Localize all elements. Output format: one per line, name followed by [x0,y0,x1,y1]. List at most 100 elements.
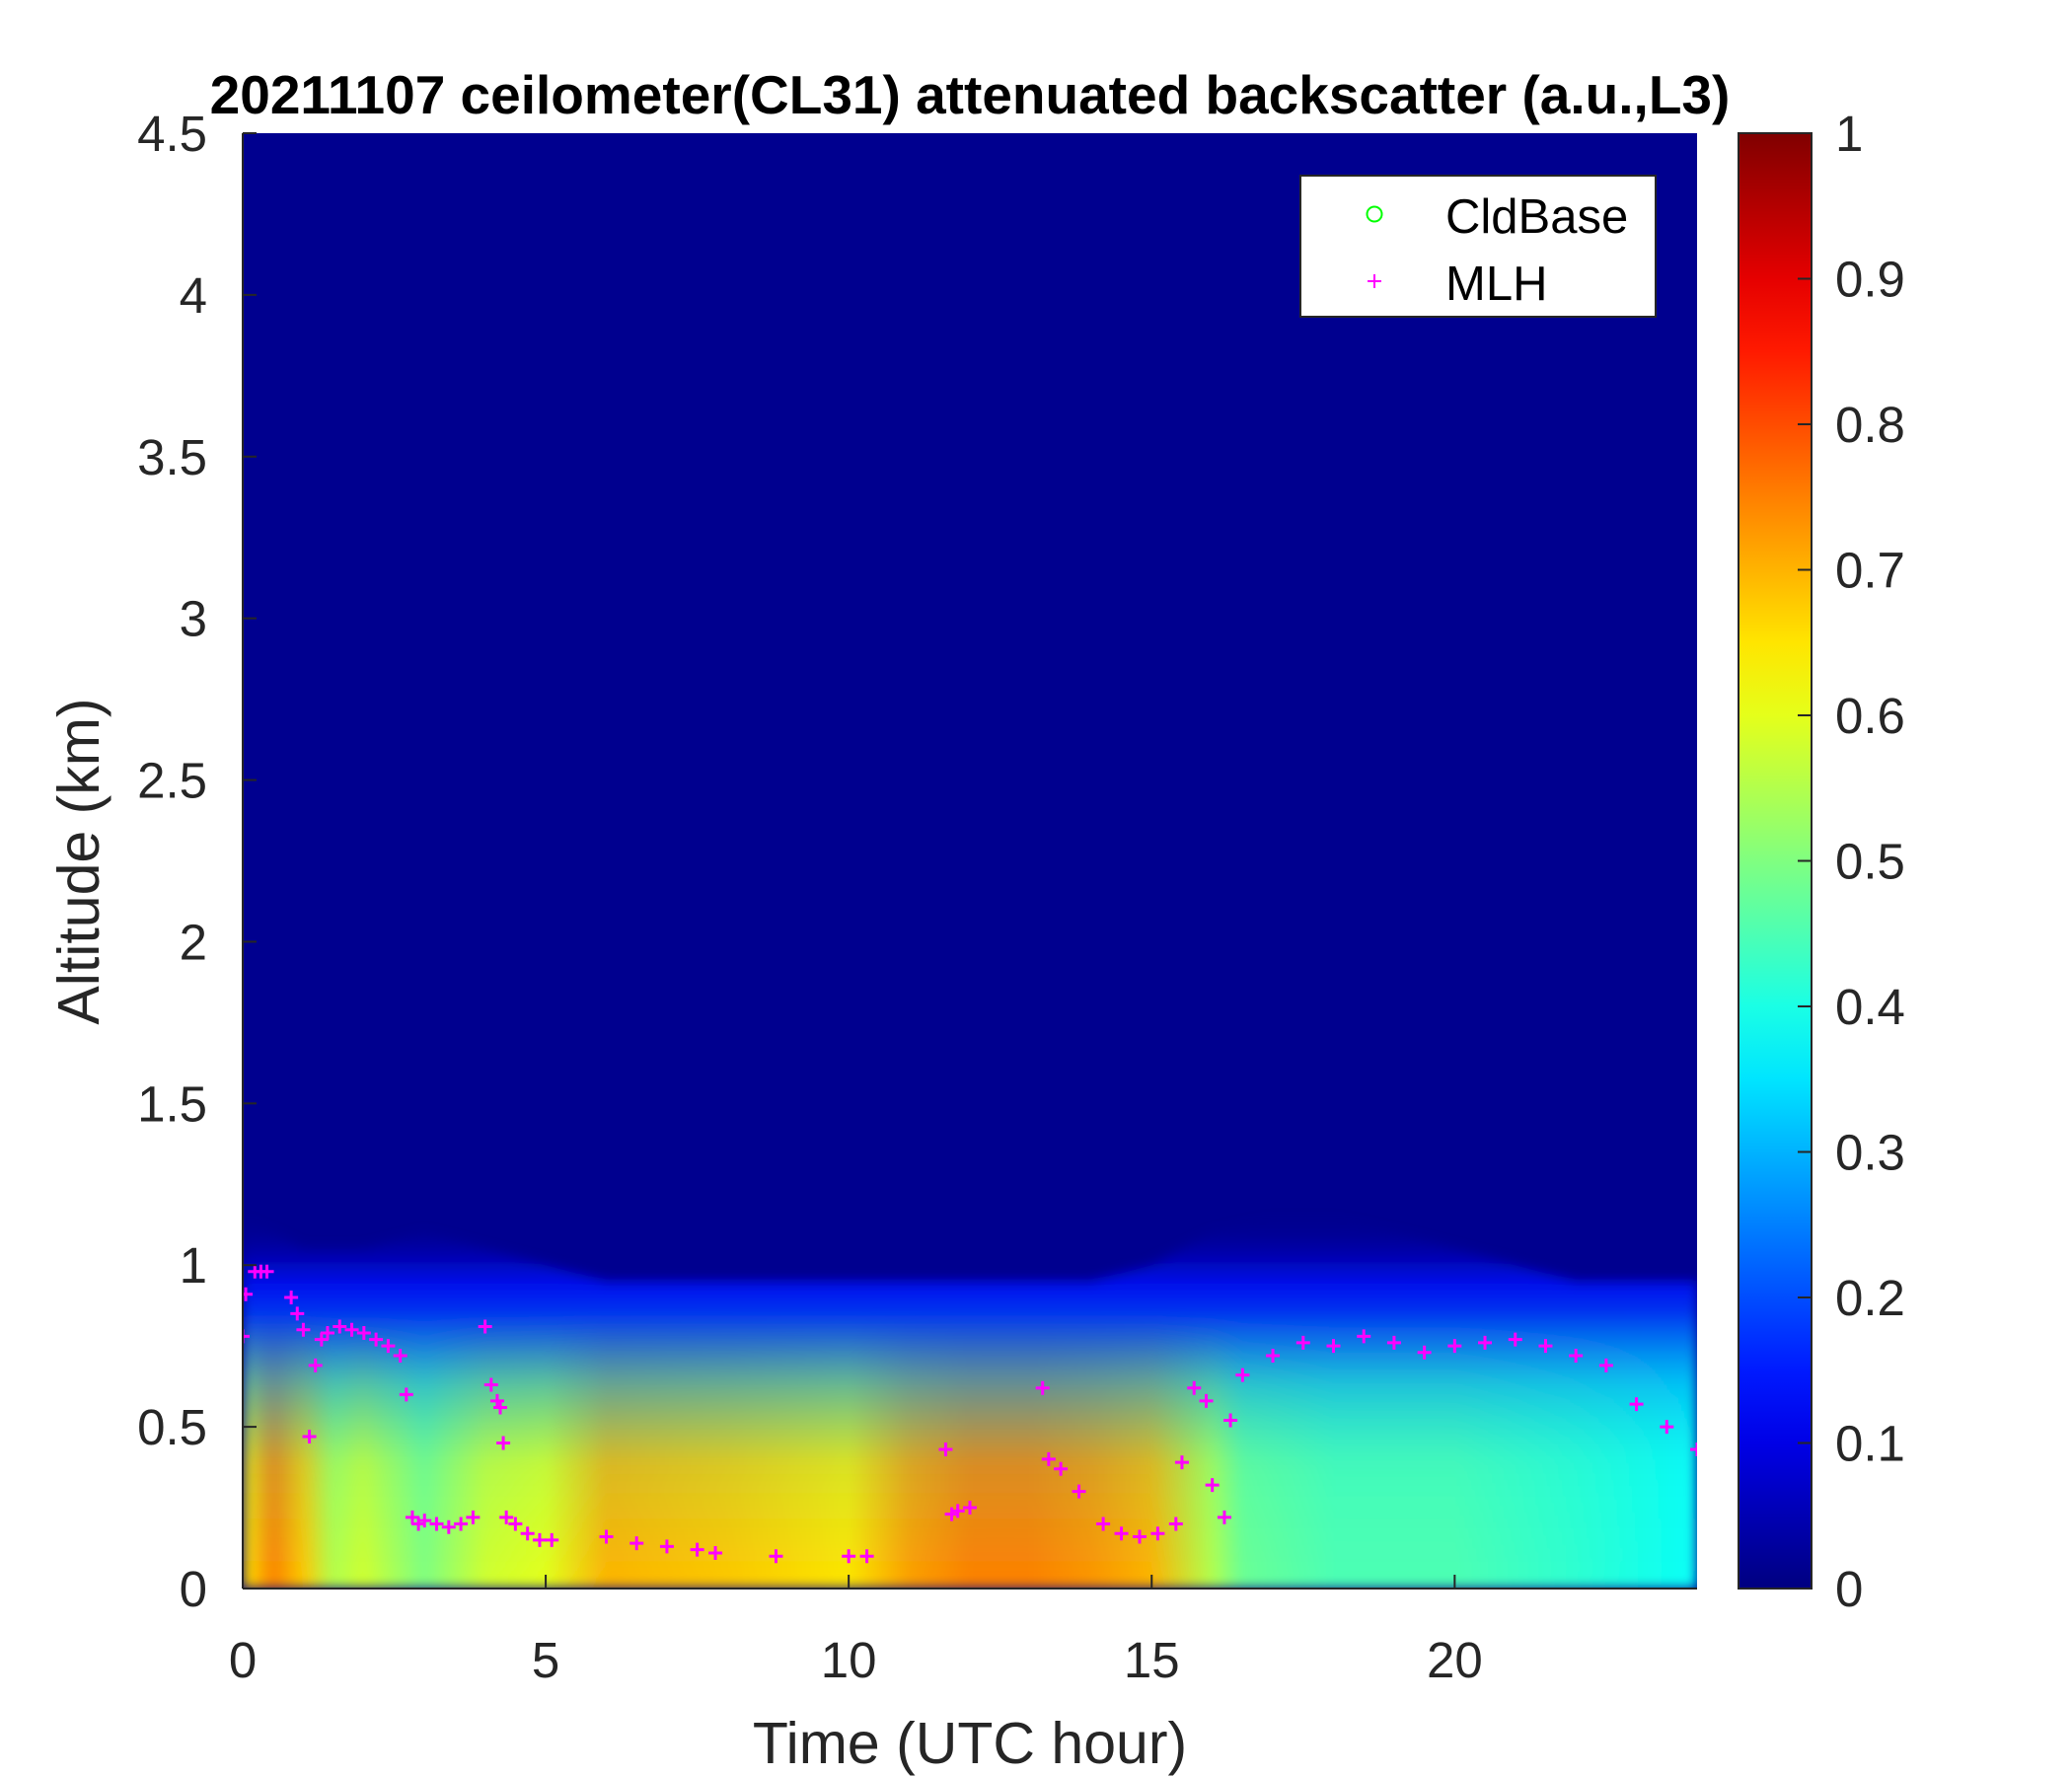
mlh-point [1217,1510,1231,1524]
mlh-point [466,1510,481,1524]
colorbar-tick-label: 0.9 [1835,252,1905,308]
mlh-point [296,1322,311,1337]
mlh-point [1386,1335,1401,1350]
colorbar-tick-label: 0 [1835,1561,1863,1617]
mlh-point [963,1501,977,1516]
heatmap-plot-area [243,133,1697,1589]
mlh-point [1114,1526,1129,1541]
mlh-point [259,1264,274,1279]
colorbar-ticks: 0 0.1 0.2 0.3 0.4 0.5 0.6 0.7 0.8 0.9 1 [1798,106,1905,1617]
mlh-point [290,1306,305,1321]
mlh-point [938,1443,953,1457]
colorbar-tick-label: 0.1 [1835,1416,1905,1472]
mlh-point [243,1287,254,1301]
axes: 0 5 10 15 20 0 0.5 1 1.5 2 2.5 3 3.5 4 4.5 [137,106,1697,1688]
mlh-point [1357,1329,1371,1344]
mlh-point [333,1319,347,1334]
x-tick-label: 20 [1427,1632,1483,1688]
legend-mlh-marker [1368,274,1381,288]
mlh-point [496,1436,511,1450]
y-tick-label: 2 [180,914,207,970]
x-tick-label: 5 [532,1632,559,1688]
mlh-point [243,1329,250,1344]
mlh-point [1199,1393,1214,1408]
colorbar-tick-label: 0.8 [1835,397,1905,453]
mlh-point [1447,1339,1462,1354]
mlh-point [1072,1484,1086,1499]
mlh-point [489,1393,504,1408]
y-tick-label: 1 [180,1237,207,1294]
colorbar-tick-label: 1 [1835,106,1863,162]
mlh-point [1174,1455,1189,1470]
surface-intensity-field [243,1312,1697,1589]
mlh-point [545,1532,559,1547]
colorbar-tick-label: 0.2 [1835,1270,1905,1326]
x-axis-label: Time (UTC hour) [753,1711,1187,1776]
mlh-point [1187,1380,1202,1395]
mlh-point [1132,1529,1147,1544]
mlh-point [950,1504,965,1518]
legend: CldBase MLH [1299,175,1657,318]
y-tick-label: 3 [180,591,207,647]
mlh-point [1295,1335,1310,1350]
mlh-point [508,1517,523,1531]
chart-title: 20211107 ceilometer(CL31) attenuated bac… [210,64,1731,125]
mlh-point [520,1526,535,1541]
mlh-series [243,1264,1697,1564]
mlh-point [1598,1358,1613,1372]
x-tick-label: 0 [229,1632,257,1688]
mlh-point [320,1326,334,1341]
mlh-point [842,1549,856,1564]
mlh-point [1417,1345,1432,1360]
y-tick-label: 2.5 [137,753,207,809]
colorbar-tick-label: 0.6 [1835,688,1905,744]
mlh-point [1035,1380,1050,1395]
mlh-point [1690,1443,1697,1457]
y-tick-label: 3.5 [137,429,207,485]
x-tick-label: 10 [821,1632,877,1688]
mlh-point [369,1332,384,1347]
mlh-point [1223,1413,1238,1428]
mlh-point [417,1514,432,1528]
mlh-point [1266,1349,1281,1363]
legend-box [1299,175,1657,318]
colorbar: 0 0.1 0.2 0.3 0.4 0.5 0.6 0.7 0.8 0.9 1 [1738,106,1905,1617]
mlh-point [493,1400,508,1415]
colorbar-tick-label: 0.7 [1835,543,1905,599]
mlh-point [1660,1420,1674,1435]
mlh-point [1168,1517,1183,1531]
y-tick-label: 0 [180,1561,207,1617]
mlh-point [1235,1368,1250,1382]
mlh-point [302,1429,317,1443]
mlh-point [1508,1332,1522,1347]
mlh-point [690,1542,704,1557]
colorbar-tick-label: 0.4 [1835,979,1905,1035]
mlh-point [454,1517,469,1531]
mlh-point [284,1291,299,1304]
legend-cldbase-label: CldBase [1445,190,1628,244]
legend-mlh-label: MLH [1445,258,1547,311]
mlh-point [499,1510,514,1524]
x-ticks: 0 5 10 15 20 [229,1575,1483,1688]
mlh-point [393,1349,407,1363]
mlh-point [478,1319,492,1334]
mlh-point [1629,1397,1644,1412]
mlh-point [1205,1478,1220,1493]
mlh-point [599,1529,614,1544]
colorbar-tick-label: 0.5 [1835,834,1905,890]
mlh-point [381,1339,396,1354]
mlh-point [1569,1349,1584,1363]
mlh-point [708,1545,723,1560]
y-axis-label: Altitude (km) [46,698,111,1024]
y-tick-label: 0.5 [137,1399,207,1455]
mlh-point [1041,1451,1056,1466]
mlh-point [532,1532,547,1547]
mlh-point [1150,1526,1165,1541]
mlh-point [483,1377,498,1392]
mlh-point [629,1536,644,1551]
mlh-point [356,1326,371,1341]
colorbar-tick-label: 0.3 [1835,1125,1905,1181]
mlh-point [399,1387,413,1402]
mlh-point [1054,1461,1069,1476]
